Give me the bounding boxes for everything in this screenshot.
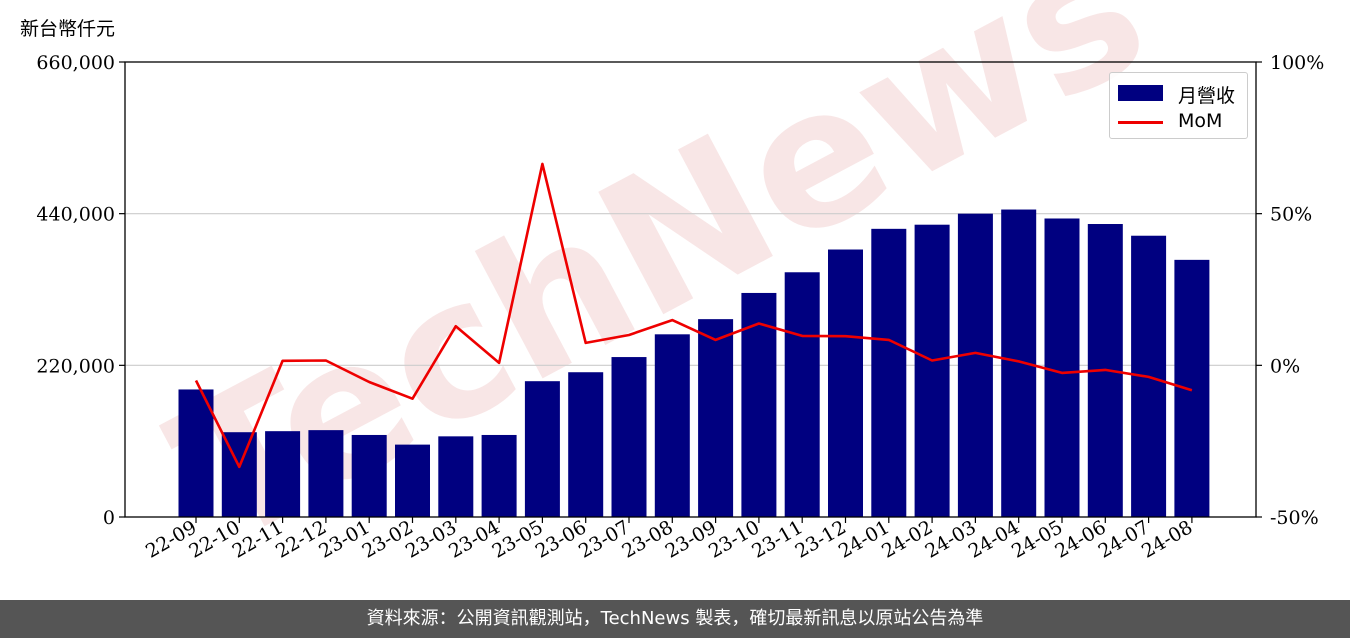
chart-canvas: TechNews0220,000440,000660,000-50%0%50%1… <box>36 0 1324 588</box>
mom-line <box>194 162 1193 469</box>
right-tick-label: 50% <box>1270 204 1312 226</box>
bar-23-09 <box>698 319 734 517</box>
left-tick-label: 0 <box>103 507 115 529</box>
plot-frame <box>124 61 1257 518</box>
bar-22-09 <box>178 389 214 517</box>
bar-23-04 <box>481 434 517 517</box>
bar-23-12 <box>828 249 863 518</box>
bar-23-08 <box>654 334 690 517</box>
x-tick-label-24-08: 24-08 <box>1138 516 1196 562</box>
right-tick-label: -50% <box>1270 507 1319 529</box>
bar-23-06 <box>568 372 604 517</box>
left-tick-label: 440,000 <box>36 204 115 226</box>
bar-23-11 <box>784 272 820 517</box>
bar-23-07 <box>611 357 647 517</box>
right-tick-label: 100% <box>1270 52 1324 74</box>
right-tick-label: 0% <box>1270 355 1300 377</box>
bar-24-04 <box>1001 209 1037 517</box>
legend-swatch-mom <box>1118 121 1163 124</box>
bar-24-02 <box>914 224 950 518</box>
bar-23-05 <box>524 381 560 517</box>
bar-23-03 <box>438 436 474 517</box>
source-footer: 資料來源：公開資訊觀測站，TechNews 製表，確切最新訊息以原站公告為準 <box>0 600 1350 638</box>
bar-23-02 <box>395 444 430 517</box>
bar-23-01 <box>351 434 387 517</box>
left-tick-label: 220,000 <box>36 355 115 377</box>
bar-24-03 <box>957 213 993 517</box>
bar-24-01 <box>871 228 907 518</box>
legend-swatch-revenue <box>1118 85 1163 101</box>
left-axis-unit-label: 新台幣仟元 <box>20 18 116 40</box>
legend: 月營收 MoM <box>1109 72 1248 139</box>
legend-label-mom: MoM <box>1178 110 1223 132</box>
bar-23-10 <box>741 292 777 517</box>
left-tick-label: 660,000 <box>36 52 115 74</box>
legend-label-revenue: 月營收 <box>1178 85 1236 107</box>
bar-24-05 <box>1044 218 1080 517</box>
bar-22-12 <box>308 430 344 517</box>
bar-24-08 <box>1174 259 1210 517</box>
bar-22-11 <box>265 431 301 517</box>
